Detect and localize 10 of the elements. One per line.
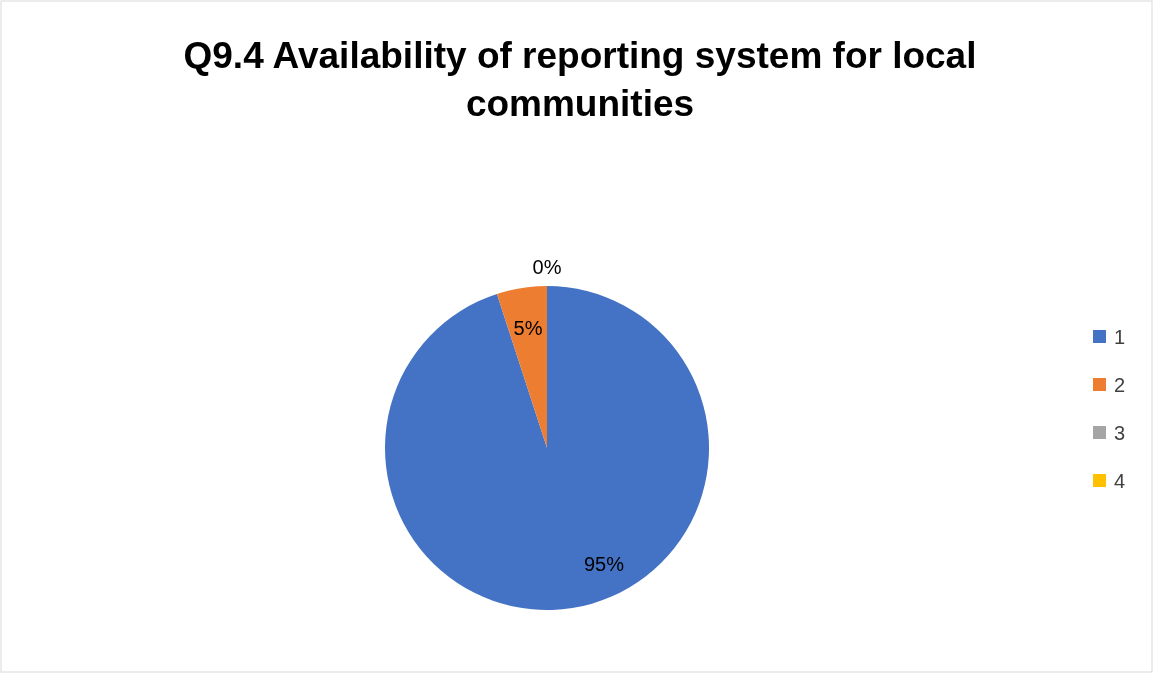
text: 0% [532,255,562,278]
pie-slice [496,286,547,448]
legend-label: 1 [1114,326,1126,348]
data-label: 95% [584,553,625,576]
data-label: 5% [513,317,543,339]
legend-label: 3 [1114,422,1126,444]
legend-label: 4 [1114,470,1126,492]
pie-slice [385,286,709,610]
legend-label: 2 [1114,374,1126,396]
chart-title: Q9.4 Availability of reporting system for local communities [183,35,977,124]
